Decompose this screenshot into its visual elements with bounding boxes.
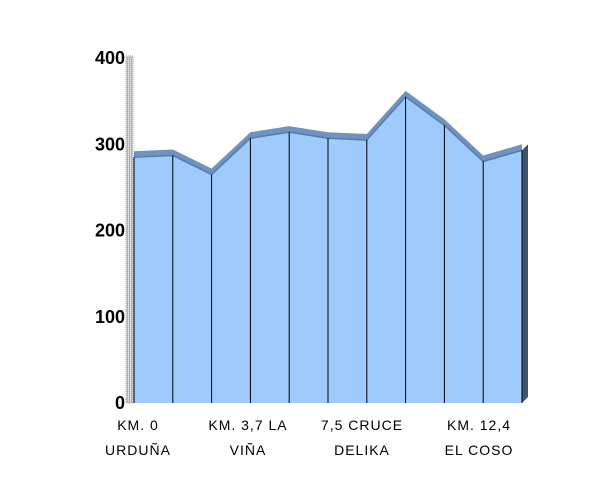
x-tick-label-2-line-1: DELIKA <box>334 442 390 458</box>
x-tick-label-3-line-1: EL COSO <box>445 442 514 458</box>
y-axis <box>125 55 134 404</box>
x-tick-label-1-line-1: VIÑA <box>230 442 267 458</box>
x-tick-label-1-line-0: KM. 3,7 LA <box>208 417 287 433</box>
y-tick-label-300: 300 <box>95 134 125 154</box>
area-right-edge <box>522 144 528 403</box>
area-top-shadow <box>134 90 522 175</box>
x-tick-labels: KM. 0 URDUÑA KM. 3,7 LA VIÑA 7,5 CRUCE DELIKA… <box>105 417 514 458</box>
y-tick-label-100: 100 <box>95 307 125 327</box>
y-tick-labels: 0 100 200 300 400 <box>95 48 125 413</box>
y-tick-label-200: 200 <box>95 221 125 241</box>
x-tick-label-3-line-0: KM. 12,4 <box>447 417 511 433</box>
elevation-area <box>133 90 528 403</box>
x-tick-label-2-line-0: 7,5 CRUCE <box>321 417 403 433</box>
x-tick-label-0-line-1: URDUÑA <box>105 442 171 458</box>
y-tick-label-0: 0 <box>115 393 125 413</box>
y-tick-label-400: 400 <box>95 48 125 68</box>
x-tick-label-0-line-0: KM. 0 <box>117 417 159 433</box>
